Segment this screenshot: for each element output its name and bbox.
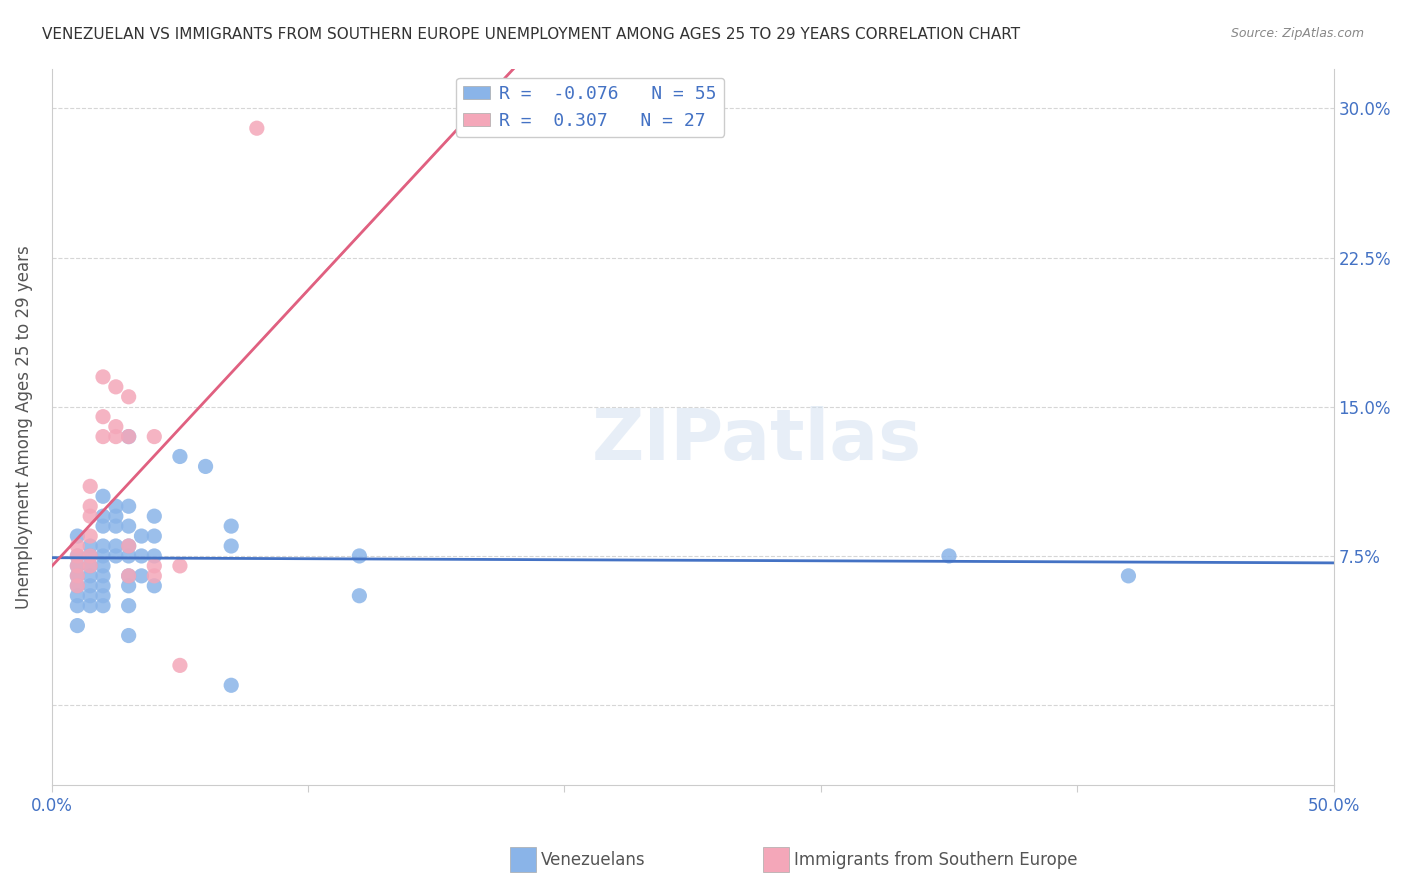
Point: [91, 509, 114, 524]
Point: [938, 549, 960, 563]
Point: [91, 549, 114, 563]
Point: [143, 569, 166, 583]
Point: [79, 539, 101, 553]
Text: ZIPatlas: ZIPatlas: [592, 407, 922, 475]
Legend: R =  -0.076   N = 55, R =  0.307   N = 27: R = -0.076 N = 55, R = 0.307 N = 27: [456, 78, 724, 137]
Point: [66, 569, 89, 583]
Text: VENEZUELAN VS IMMIGRANTS FROM SOUTHERN EUROPE UNEMPLOYMENT AMONG AGES 25 TO 29 Y: VENEZUELAN VS IMMIGRANTS FROM SOUTHERN E…: [42, 27, 1021, 42]
Text: Source: ZipAtlas.com: Source: ZipAtlas.com: [1230, 27, 1364, 40]
Point: [79, 589, 101, 603]
Point: [169, 558, 191, 573]
Point: [91, 489, 114, 503]
Point: [91, 429, 114, 443]
Point: [131, 549, 153, 563]
Point: [79, 479, 101, 493]
Point: [104, 549, 127, 563]
Point: [66, 618, 89, 632]
Point: [118, 569, 141, 583]
Point: [79, 549, 101, 563]
Point: [118, 599, 141, 613]
Point: [79, 558, 101, 573]
Point: [91, 370, 114, 384]
Point: [66, 549, 89, 563]
Point: [104, 380, 127, 394]
Point: [79, 549, 101, 563]
Point: [143, 509, 166, 524]
Point: [143, 579, 166, 593]
Point: [104, 519, 127, 533]
Point: [79, 599, 101, 613]
Point: [104, 539, 127, 553]
Point: [91, 569, 114, 583]
Point: [66, 589, 89, 603]
Point: [66, 579, 89, 593]
Point: [79, 500, 101, 514]
Point: [143, 549, 166, 563]
Point: [79, 579, 101, 593]
Point: [118, 519, 141, 533]
Point: [66, 569, 89, 583]
Point: [79, 569, 101, 583]
Point: [118, 429, 141, 443]
Point: [131, 529, 153, 543]
Point: [66, 558, 89, 573]
Point: [349, 589, 371, 603]
Point: [104, 500, 127, 514]
Point: [143, 558, 166, 573]
Point: [66, 599, 89, 613]
Point: [118, 429, 141, 443]
Point: [91, 409, 114, 424]
Point: [91, 539, 114, 553]
Point: [66, 549, 89, 563]
Point: [66, 529, 89, 543]
Point: [118, 539, 141, 553]
Point: [131, 569, 153, 583]
Point: [118, 539, 141, 553]
Point: [79, 529, 101, 543]
Point: [219, 519, 242, 533]
Point: [91, 589, 114, 603]
Point: [91, 599, 114, 613]
Point: [118, 628, 141, 642]
Point: [194, 459, 217, 474]
Point: [349, 549, 371, 563]
Point: [219, 539, 242, 553]
Point: [169, 450, 191, 464]
Point: [66, 558, 89, 573]
Point: [118, 549, 141, 563]
Point: [79, 509, 101, 524]
Point: [91, 579, 114, 593]
Point: [118, 390, 141, 404]
Text: Immigrants from Southern Europe: Immigrants from Southern Europe: [794, 851, 1078, 869]
Point: [104, 429, 127, 443]
Point: [104, 419, 127, 434]
Point: [219, 678, 242, 692]
Point: [246, 121, 269, 136]
Point: [118, 500, 141, 514]
Point: [66, 539, 89, 553]
Text: Venezuelans: Venezuelans: [541, 851, 645, 869]
Point: [79, 558, 101, 573]
Point: [143, 529, 166, 543]
Point: [118, 579, 141, 593]
Point: [143, 429, 166, 443]
Y-axis label: Unemployment Among Ages 25 to 29 years: Unemployment Among Ages 25 to 29 years: [15, 244, 32, 608]
Point: [66, 579, 89, 593]
Point: [1118, 569, 1140, 583]
Point: [118, 569, 141, 583]
Point: [169, 658, 191, 673]
Point: [91, 519, 114, 533]
Point: [91, 558, 114, 573]
Point: [104, 509, 127, 524]
